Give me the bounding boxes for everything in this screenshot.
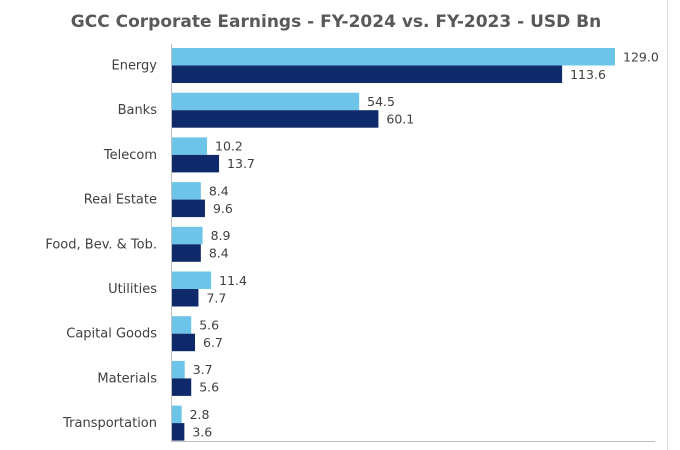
- bar-energy-series-1: [172, 48, 615, 66]
- bar-food-bev-tob-series-1: [172, 226, 203, 245]
- bar-transportation-series-2: [172, 423, 185, 441]
- value-label-materials-series-1: 3.7: [193, 362, 213, 377]
- value-label-capital-goods-series-1: 5.6: [199, 317, 219, 332]
- category-label-capital-goods: Capital Goods: [66, 327, 157, 342]
- bar-telecom-series-1: [172, 137, 208, 155]
- value-label-banks-series-1: 54.5: [367, 94, 395, 109]
- value-label-telecom-series-2: 13.7: [227, 156, 255, 171]
- value-label-energy-series-1: 129.0: [623, 49, 659, 64]
- category-label-real-estate: Real Estate: [84, 193, 157, 208]
- category-label-telecom: Telecom: [103, 148, 157, 163]
- category-label-materials: Materials: [97, 371, 157, 386]
- bar-banks-series-1: [172, 92, 360, 111]
- category-label-food-bev-tob: Food, Bev. & Tob.: [45, 237, 157, 252]
- value-label-real-estate-series-1: 8.4: [209, 183, 229, 198]
- value-label-food-bev-tob-series-1: 8.9: [211, 228, 231, 243]
- category-label-energy: Energy: [111, 59, 157, 74]
- bar-real-estate-series-2: [172, 199, 205, 218]
- chart-title: GCC Corporate Earnings - FY-2024 vs. FY-…: [71, 12, 601, 32]
- bar-banks-series-2: [172, 110, 379, 128]
- value-label-transportation-series-2: 3.6: [192, 424, 212, 439]
- value-label-food-bev-tob-series-2: 8.4: [209, 246, 229, 261]
- value-label-transportation-series-1: 2.8: [190, 407, 210, 422]
- value-label-telecom-series-1: 10.2: [215, 139, 243, 154]
- bar-utilities-series-1: [172, 271, 212, 289]
- value-label-energy-series-2: 113.6: [570, 67, 606, 82]
- bar-energy-series-2: [172, 65, 563, 83]
- value-label-materials-series-2: 5.6: [199, 380, 219, 395]
- category-label-utilities: Utilities: [108, 282, 157, 297]
- value-label-banks-series-2: 60.1: [386, 111, 414, 126]
- value-label-utilities-series-2: 7.7: [206, 290, 226, 305]
- bar-capital-goods-series-2: [172, 333, 196, 352]
- value-label-real-estate-series-2: 9.6: [213, 201, 233, 216]
- bar-materials-series-2: [172, 378, 192, 396]
- bar-telecom-series-2: [172, 154, 220, 173]
- bars-group: [172, 48, 615, 441]
- value-label-utilities-series-1: 11.4: [219, 273, 247, 288]
- bar-materials-series-1: [172, 360, 185, 379]
- bar-transportation-series-1: [172, 405, 182, 424]
- bar-real-estate-series-1: [172, 182, 201, 200]
- bar-food-bev-tob-series-2: [172, 244, 201, 262]
- category-label-banks: Banks: [118, 103, 158, 118]
- value-label-capital-goods-series-2: 6.7: [203, 335, 223, 350]
- category-label-transportation: Transportation: [62, 416, 157, 431]
- bar-capital-goods-series-1: [172, 316, 192, 334]
- bar-utilities-series-2: [172, 289, 199, 307]
- labels-group: Energy 129.0 113.6 Banks 54.5 60.1 Telecom 10.2…: [45, 49, 658, 439]
